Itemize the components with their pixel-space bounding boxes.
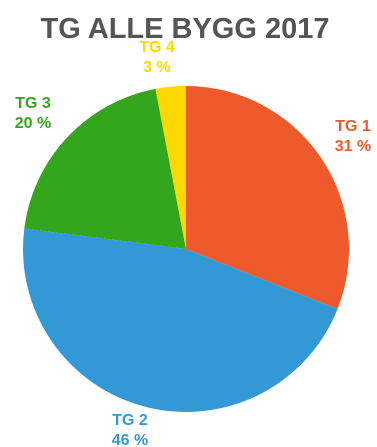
slice-label-value: 3 %	[143, 59, 171, 76]
pie-slice-tg-1	[186, 86, 349, 309]
slice-label-name: TG 3	[15, 95, 51, 112]
slice-label-value: 20 %	[15, 115, 51, 132]
slice-label-value: 46 %	[112, 432, 148, 447]
slice-label-value: 31 %	[335, 138, 371, 155]
pie-slice-tg-2	[23, 228, 338, 412]
pie-labels: TG 1 31 % TG 2 46 % TG 3 20 % TG 4 3 %	[15, 39, 371, 447]
slice-label-name: TG 2	[112, 412, 148, 429]
pie-slice-tg-3	[24, 88, 186, 249]
pie-slice-tg-4	[155, 86, 186, 249]
slice-label-name: TG 4	[139, 39, 175, 56]
pie-slices	[23, 86, 349, 412]
slice-label-name: TG 1	[335, 118, 371, 135]
chart-title: TG ALLE BYGG 2017	[41, 13, 330, 45]
